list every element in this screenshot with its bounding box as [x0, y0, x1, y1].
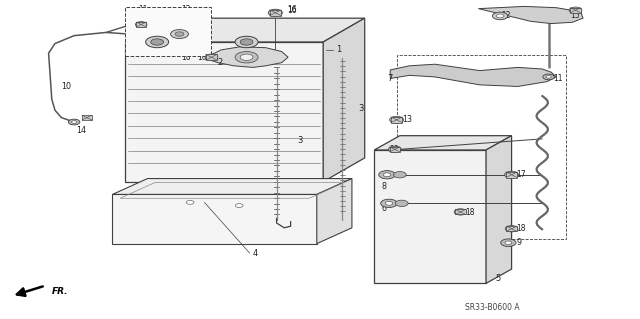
Circle shape — [454, 209, 467, 215]
Circle shape — [235, 51, 258, 63]
Text: 16: 16 — [287, 6, 296, 15]
Text: 3: 3 — [298, 136, 303, 145]
Circle shape — [235, 36, 258, 48]
Text: 11: 11 — [138, 5, 147, 14]
Text: 12: 12 — [172, 8, 180, 17]
Circle shape — [385, 202, 393, 205]
Polygon shape — [374, 150, 486, 283]
Text: 15: 15 — [570, 11, 580, 20]
Circle shape — [240, 54, 253, 60]
Circle shape — [268, 9, 282, 16]
Circle shape — [139, 23, 144, 26]
Polygon shape — [113, 179, 352, 195]
Polygon shape — [506, 226, 516, 231]
Polygon shape — [125, 42, 323, 182]
Text: 4: 4 — [253, 249, 258, 258]
Polygon shape — [208, 47, 288, 67]
Circle shape — [383, 173, 391, 177]
Circle shape — [546, 76, 551, 78]
Circle shape — [240, 39, 253, 45]
Text: 16: 16 — [197, 53, 207, 62]
Text: 13: 13 — [402, 115, 412, 124]
Text: 11: 11 — [133, 8, 142, 17]
Circle shape — [236, 204, 243, 207]
Text: 1: 1 — [336, 45, 341, 55]
Circle shape — [394, 172, 406, 178]
Circle shape — [205, 54, 218, 60]
Text: 16: 16 — [181, 53, 191, 62]
Polygon shape — [82, 115, 92, 120]
Text: 18: 18 — [466, 208, 475, 217]
Polygon shape — [113, 195, 317, 244]
Polygon shape — [506, 172, 517, 178]
Circle shape — [151, 39, 164, 45]
Circle shape — [388, 146, 401, 152]
Circle shape — [505, 241, 512, 244]
Circle shape — [496, 14, 504, 18]
Polygon shape — [390, 147, 400, 152]
Circle shape — [175, 32, 184, 36]
Polygon shape — [323, 18, 365, 182]
Text: 8: 8 — [381, 182, 387, 191]
Circle shape — [500, 239, 516, 247]
Polygon shape — [125, 18, 365, 42]
Polygon shape — [205, 54, 217, 60]
Text: 5: 5 — [495, 274, 501, 283]
Polygon shape — [391, 117, 403, 123]
Circle shape — [72, 121, 77, 123]
Polygon shape — [456, 209, 466, 214]
Text: 18: 18 — [516, 224, 526, 233]
FancyBboxPatch shape — [125, 7, 211, 56]
Text: 6: 6 — [381, 204, 387, 213]
Text: 12: 12 — [500, 11, 510, 20]
Text: 17: 17 — [516, 170, 526, 179]
Circle shape — [381, 199, 397, 207]
Text: 11: 11 — [553, 74, 563, 83]
Circle shape — [505, 226, 518, 232]
Text: 9: 9 — [516, 238, 522, 247]
Circle shape — [543, 74, 554, 80]
Polygon shape — [317, 179, 352, 244]
Polygon shape — [374, 136, 511, 150]
Circle shape — [396, 200, 408, 206]
Polygon shape — [390, 64, 556, 86]
Circle shape — [390, 116, 404, 123]
Circle shape — [492, 12, 508, 20]
Text: 10: 10 — [61, 82, 72, 91]
Circle shape — [171, 30, 188, 39]
Circle shape — [68, 119, 80, 125]
Text: FR.: FR. — [52, 287, 68, 296]
Polygon shape — [478, 6, 583, 24]
Circle shape — [379, 171, 396, 179]
Text: 14: 14 — [76, 126, 86, 135]
Polygon shape — [269, 10, 281, 16]
Text: SR33-B0600 A: SR33-B0600 A — [465, 303, 520, 312]
Text: 16: 16 — [287, 5, 296, 14]
Text: 12: 12 — [180, 5, 190, 14]
Text: 7: 7 — [387, 74, 392, 83]
Polygon shape — [136, 22, 147, 27]
Text: 2: 2 — [218, 58, 223, 67]
Polygon shape — [570, 8, 580, 13]
Text: 3: 3 — [358, 104, 364, 113]
Circle shape — [146, 36, 169, 48]
Circle shape — [504, 171, 518, 178]
Polygon shape — [486, 136, 511, 283]
Circle shape — [136, 22, 147, 27]
Circle shape — [569, 7, 582, 13]
Text: 18: 18 — [389, 145, 399, 154]
Circle shape — [186, 200, 194, 204]
